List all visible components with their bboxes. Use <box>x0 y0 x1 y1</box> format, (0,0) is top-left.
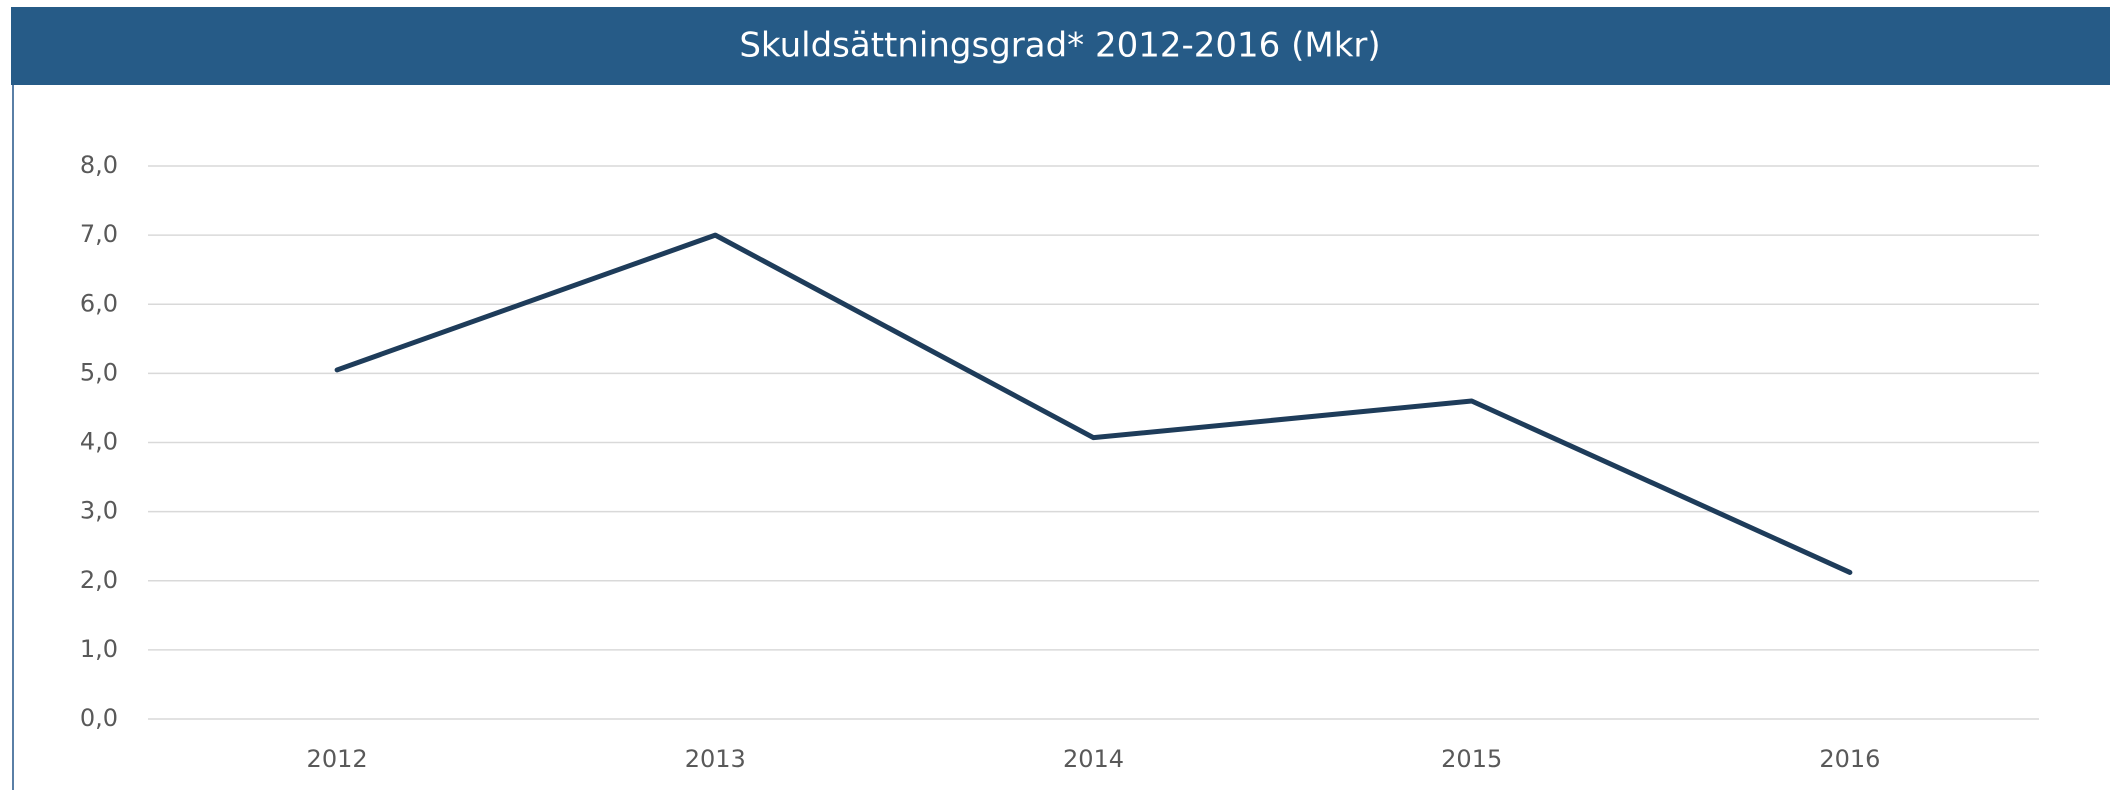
x-tick-label: 2014 <box>1063 745 1124 773</box>
y-tick-label: 5,0 <box>80 358 118 386</box>
y-tick-label: 3,0 <box>80 497 118 525</box>
y-tick-label: 2,0 <box>80 566 118 594</box>
x-tick-label: 2013 <box>685 745 746 773</box>
title-bar <box>11 7 2110 85</box>
x-tick-label: 2016 <box>1819 745 1880 773</box>
y-tick-label: 0,0 <box>80 704 118 732</box>
y-tick-label: 4,0 <box>80 428 118 456</box>
y-tick-label: 1,0 <box>80 635 118 663</box>
y-tick-label: 6,0 <box>80 289 118 317</box>
y-tick-label: 8,0 <box>80 151 118 179</box>
chart-title: Skuldsättningsgrad* 2012-2016 (Mkr) <box>739 26 1380 66</box>
x-tick-label: 2012 <box>307 745 368 773</box>
y-tick-label: 7,0 <box>80 220 118 248</box>
x-tick-label: 2015 <box>1441 745 1502 773</box>
line-series <box>334 232 1853 575</box>
